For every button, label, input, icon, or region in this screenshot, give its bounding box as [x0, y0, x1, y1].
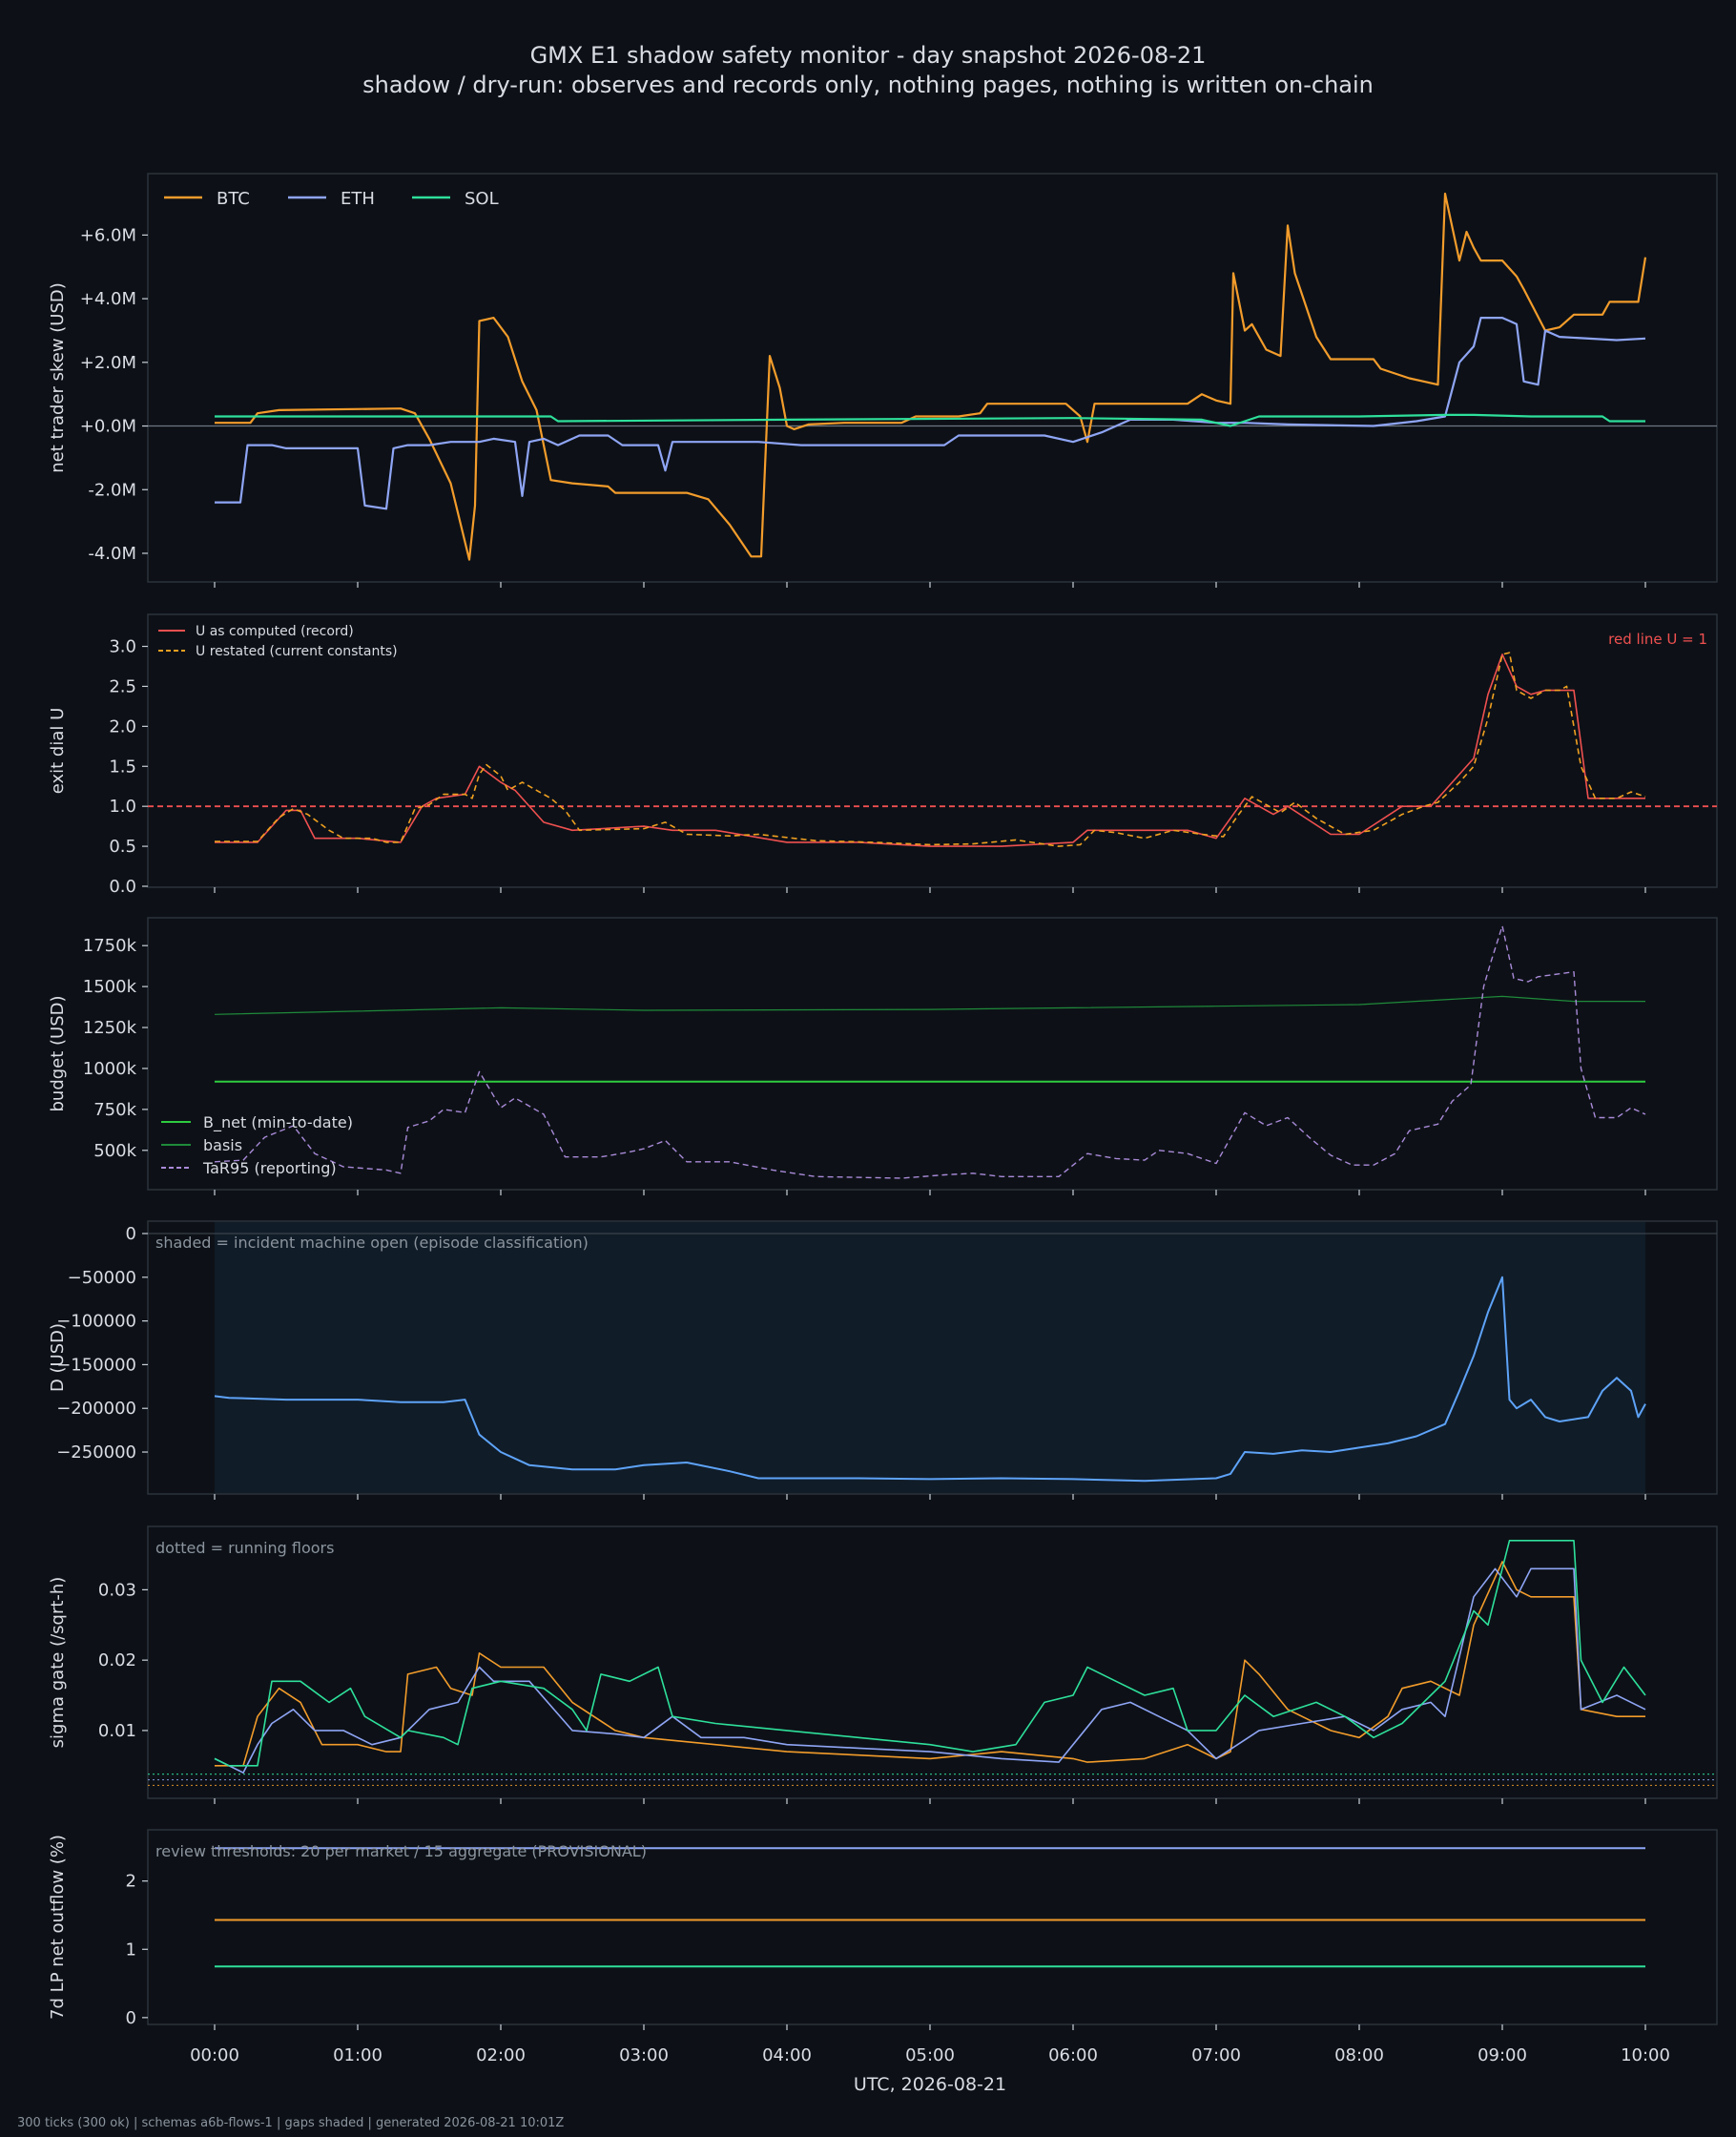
series-line-u-as-computed-record-: [215, 654, 1645, 847]
figure-subtitle: shadow / dry-run: observes and records o…: [362, 72, 1374, 98]
y-tick-label: 1.0: [109, 797, 136, 817]
x-tick-label: 02:00: [476, 2045, 526, 2065]
x-tick-label: 01:00: [333, 2045, 382, 2065]
y-tick-label: −50000: [68, 1268, 136, 1288]
y-tick-label: 500k: [93, 1141, 136, 1161]
panel-frame: [147, 1829, 1718, 2025]
y-tick-label: 1750k: [83, 936, 137, 956]
x-tick-label: 04:00: [762, 2045, 812, 2065]
y-tick-label: −250000: [56, 1442, 136, 1463]
y-axis-label: net trader skew (USD): [48, 282, 68, 473]
y-axis-label: 7d LP net outflow (%): [48, 1835, 68, 2020]
footer-status: 300 ticks (300 ok) | schemas a6b-flows-1…: [17, 2116, 564, 2130]
y-tick-label: 1000k: [83, 1059, 137, 1079]
panel-frame: [147, 917, 1718, 1191]
panel-annotation: review thresholds: 20 per market / 15 ag…: [155, 1842, 647, 1860]
series-line-u-restated-current-constants-: [215, 652, 1646, 847]
incident-shade: [215, 1222, 1645, 1493]
y-tick-label: +0.0M: [80, 417, 136, 437]
y-tick-label: -2.0M: [88, 480, 136, 500]
y-tick-label: 0.01: [98, 1721, 136, 1741]
legend-label: U as computed (record): [196, 624, 354, 639]
y-tick-label: −150000: [56, 1355, 136, 1375]
y-tick-label: −100000: [56, 1312, 136, 1332]
legend-label: U restated (current constants): [196, 644, 398, 659]
y-tick-label: 0.02: [98, 1650, 136, 1670]
legend-label: BTC: [217, 189, 250, 209]
panel-3: 500k 750k 1000k 1250k 1500k 1750k budget (USD)…: [48, 917, 1718, 1195]
panel-frame: [147, 613, 1718, 888]
x-tick-label: 10:00: [1621, 2045, 1670, 2065]
x-tick-label: 08:00: [1334, 2045, 1384, 2065]
y-tick-label: 2: [126, 1872, 136, 1892]
series-line-btc: [215, 192, 1647, 561]
x-tick-label: 00:00: [190, 2045, 239, 2065]
legend-label: B_net (min-to-date): [203, 1113, 353, 1132]
y-tick-label: 3.0: [109, 637, 136, 657]
y-tick-label: −200000: [56, 1399, 136, 1419]
panel-5: 0.01 0.02 0.03 sigma gate (/sqrt-h) dotted =…: [48, 1525, 1718, 1804]
x-tick-label: 09:00: [1478, 2045, 1527, 2065]
figure-title: GMX E1 shadow safety monitor - day snaps…: [530, 42, 1207, 69]
x-tick-label: 07:00: [1191, 2045, 1241, 2065]
series-line-tar95-reporting-: [214, 924, 1646, 1179]
panel-6: 0 1 2 7d LP net outflow (%) review threshold…: [48, 1829, 1718, 2095]
y-tick-label: 2.5: [109, 676, 136, 696]
y-tick-label: 1: [126, 1940, 136, 1960]
y-tick-label: 0.0: [109, 877, 136, 897]
y-axis-label: exit dial U: [48, 708, 68, 795]
legend-label: SOL: [465, 189, 499, 209]
red-line-annotation: red line U = 1: [1608, 631, 1707, 648]
y-tick-label: -4.0M: [88, 544, 136, 564]
panel-frame: [147, 1525, 1718, 1799]
y-tick-label: 0: [126, 1224, 136, 1244]
panel-4: 0 −50000 −100000 −150000 −200000 −250000 D (US…: [48, 1220, 1718, 1500]
legend-label: basis: [203, 1136, 242, 1154]
y-tick-label: 0.03: [98, 1580, 136, 1600]
panel-frame: [147, 173, 1718, 583]
y-axis-label: budget (USD): [48, 995, 68, 1111]
series-line-eth: [215, 317, 1646, 510]
y-tick-label: 1250k: [83, 1018, 137, 1038]
x-axis-label: UTC, 2026-08-21: [854, 2074, 1006, 2095]
panel-2: 0.0 0.5 1.0 1.5 2.0 2.5 3.0 exit dial U red line…: [48, 613, 1718, 897]
x-tick-label: 06:00: [1048, 2045, 1098, 2065]
panel-1: -4.0M -2.0M +0.0M +2.0M +4.0M +6.0M net trader…: [48, 173, 1718, 588]
panel-annotation: shaded = incident machine open (episode …: [155, 1234, 589, 1252]
y-axis-label: D (USD): [48, 1323, 68, 1392]
y-tick-label: 0.5: [109, 837, 136, 857]
y-tick-label: +6.0M: [80, 225, 136, 245]
y-tick-label: 0: [126, 2008, 136, 2028]
y-tick-label: +2.0M: [80, 353, 136, 373]
panels: -4.0M -2.0M +0.0M +2.0M +4.0M +6.0M net trader…: [48, 173, 1718, 2095]
y-axis-label: sigma gate (/sqrt-h): [48, 1577, 68, 1749]
y-tick-label: 1500k: [83, 977, 137, 997]
x-tick-label: 05:00: [905, 2045, 955, 2065]
y-tick-label: 750k: [93, 1100, 136, 1120]
series-line-d: [214, 1276, 1646, 1483]
y-tick-label: 2.0: [109, 716, 136, 737]
series-line-basis: [214, 995, 1645, 1015]
series-line-eth: [214, 1567, 1646, 1774]
series-line-sol: [214, 1540, 1646, 1767]
y-tick-label: 1.5: [109, 757, 136, 777]
legend-label: ETH: [341, 189, 375, 209]
panel-annotation: dotted = running floors: [155, 1539, 334, 1557]
y-tick-label: +4.0M: [80, 289, 136, 309]
series-line-btc: [215, 1561, 1645, 1767]
series-line-sol: [215, 413, 1645, 427]
legend-label: TaR95 (reporting): [202, 1159, 337, 1177]
x-tick-label: 03:00: [619, 2045, 669, 2065]
